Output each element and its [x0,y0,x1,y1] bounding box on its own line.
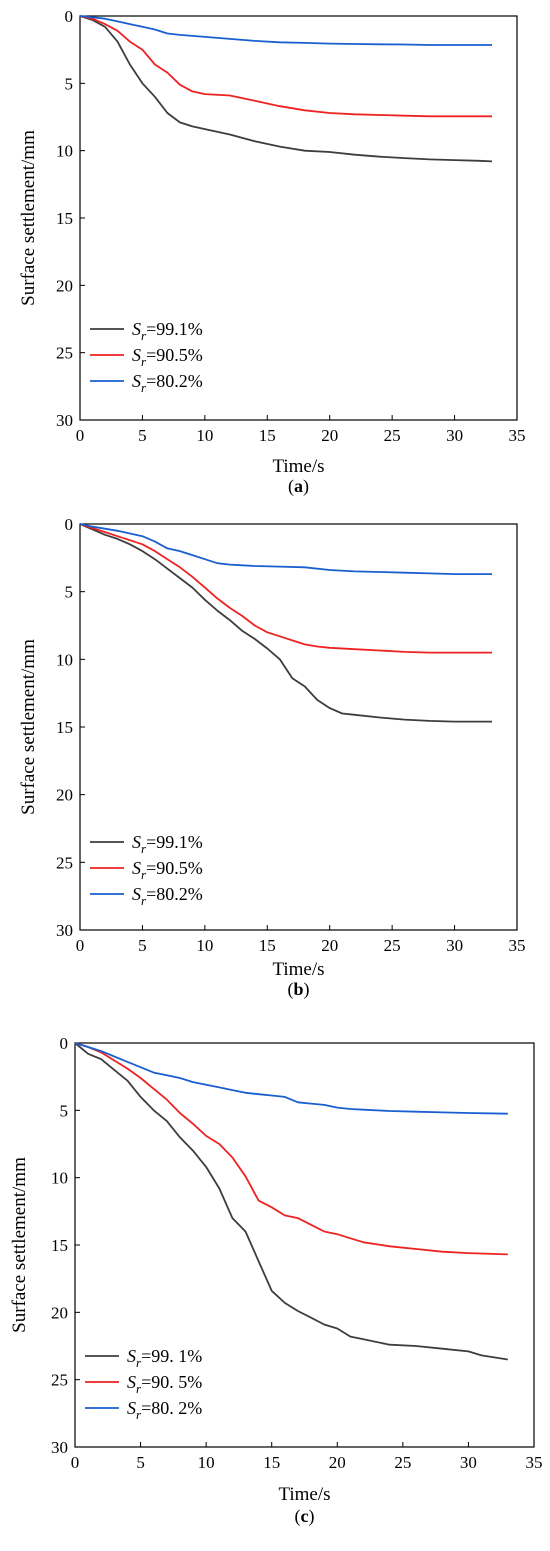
legend-entry: Sr=90.5% [132,345,203,369]
panel-caption: (a) [288,476,309,497]
x-axis-label: Time/s [272,456,324,477]
panel-caption: (c) [295,1506,315,1527]
legend-entry: Sr=99.1% [132,832,203,856]
legend: Sr=99.1%Sr=90.5%Sr=80.2% [90,319,203,395]
y-tick-label: 0 [65,515,74,534]
y-tick-label: 15 [56,209,73,228]
panel-caption: (b) [287,979,309,1000]
legend-entry: Sr=90.5% [132,858,203,882]
y-tick-label: 25 [56,853,73,872]
chart-panel-c: 0 5 10 15 20 25 30 35 0 5 10 15 20 25 30 Time/s Surface … [9,1034,543,1527]
y-tick-label: 15 [51,1236,68,1255]
legend-entry: Sr=80.2% [132,884,203,908]
legend-entry: Sr=80. 2% [127,1398,202,1422]
series-line-0 [79,523,492,723]
series-line-2 [79,523,492,575]
x-tick-label: 30 [446,426,463,445]
x-tick-label: 35 [526,1453,543,1472]
legend-entry: Sr=99. 1% [127,1346,202,1370]
x-tick-label: 10 [198,1453,215,1472]
y-tick-label: 5 [65,74,74,93]
x-axis-label: Time/s [272,959,324,980]
x-tick-label: 25 [384,426,401,445]
y-tick-label: 30 [56,921,73,940]
y-axis-label: Surface settlement/mm [9,1157,30,1333]
x-tick-label: 30 [460,1453,477,1472]
y-tick-label: 20 [51,1303,68,1322]
x-axis-label: Time/s [278,1484,330,1505]
y-axis-label: Surface settlement/mm [18,639,39,815]
x-tick-label: 20 [321,426,338,445]
y-tick-label: 10 [56,650,73,669]
y-tick-label: 5 [60,1101,69,1120]
x-tick-label: 0 [76,936,85,955]
x-tick-label: 25 [384,936,401,955]
y-tick-label: 0 [60,1034,69,1053]
x-tick-label: 0 [71,1453,80,1472]
x-tick-label: 25 [394,1453,411,1472]
x-tick-label: 5 [138,426,147,445]
y-tick-label: 15 [56,718,73,737]
x-tick-label: 15 [263,1453,280,1472]
x-tick-label: 15 [259,936,276,955]
y-tick-label: 10 [51,1169,68,1188]
y-tick-label: 25 [51,1371,68,1390]
x-tick-label: 15 [259,426,276,445]
y-tick-label: 20 [56,786,73,805]
chart-panel-a: 0 5 10 15 20 25 30 35 0 5 10 15 20 25 30 Time/s Surface … [18,7,526,497]
x-tick-label: 35 [509,426,526,445]
x-tick-label: 20 [329,1453,346,1472]
x-tick-label: 5 [136,1453,145,1472]
legend-entry: Sr=99.1% [132,319,203,343]
x-tick-label: 0 [76,426,85,445]
y-tick-label: 20 [56,276,73,295]
x-tick-label: 10 [196,936,213,955]
x-tick-label: 10 [196,426,213,445]
legend-entry: Sr=80.2% [132,371,203,395]
series-line-2 [79,15,492,46]
x-tick-label: 20 [321,936,338,955]
y-tick-label: 10 [56,142,73,161]
legend: Sr=99. 1%Sr=90. 5%Sr=80. 2% [85,1346,202,1422]
series-line-2 [74,1042,508,1115]
series-line-1 [79,523,492,654]
x-tick-label: 5 [138,936,147,955]
x-tick-label: 30 [446,936,463,955]
y-tick-label: 30 [56,411,73,430]
series-line-1 [79,15,492,118]
y-axis-label: Surface settlement/mm [18,130,39,306]
y-tick-label: 25 [56,344,73,363]
y-tick-label: 0 [65,7,74,26]
legend-entry: Sr=90. 5% [127,1372,202,1396]
series-line-1 [74,1042,508,1256]
series-line-0 [79,15,493,163]
legend: Sr=99.1%Sr=90.5%Sr=80.2% [90,832,203,908]
series-line-0 [74,1042,508,1361]
x-tick-label: 35 [509,936,526,955]
y-tick-label: 30 [51,1438,68,1457]
chart-panel-b: 0 5 10 15 20 25 30 35 0 5 10 15 20 25 30 Time/s Surface … [18,515,526,1000]
y-tick-label: 5 [65,583,74,602]
